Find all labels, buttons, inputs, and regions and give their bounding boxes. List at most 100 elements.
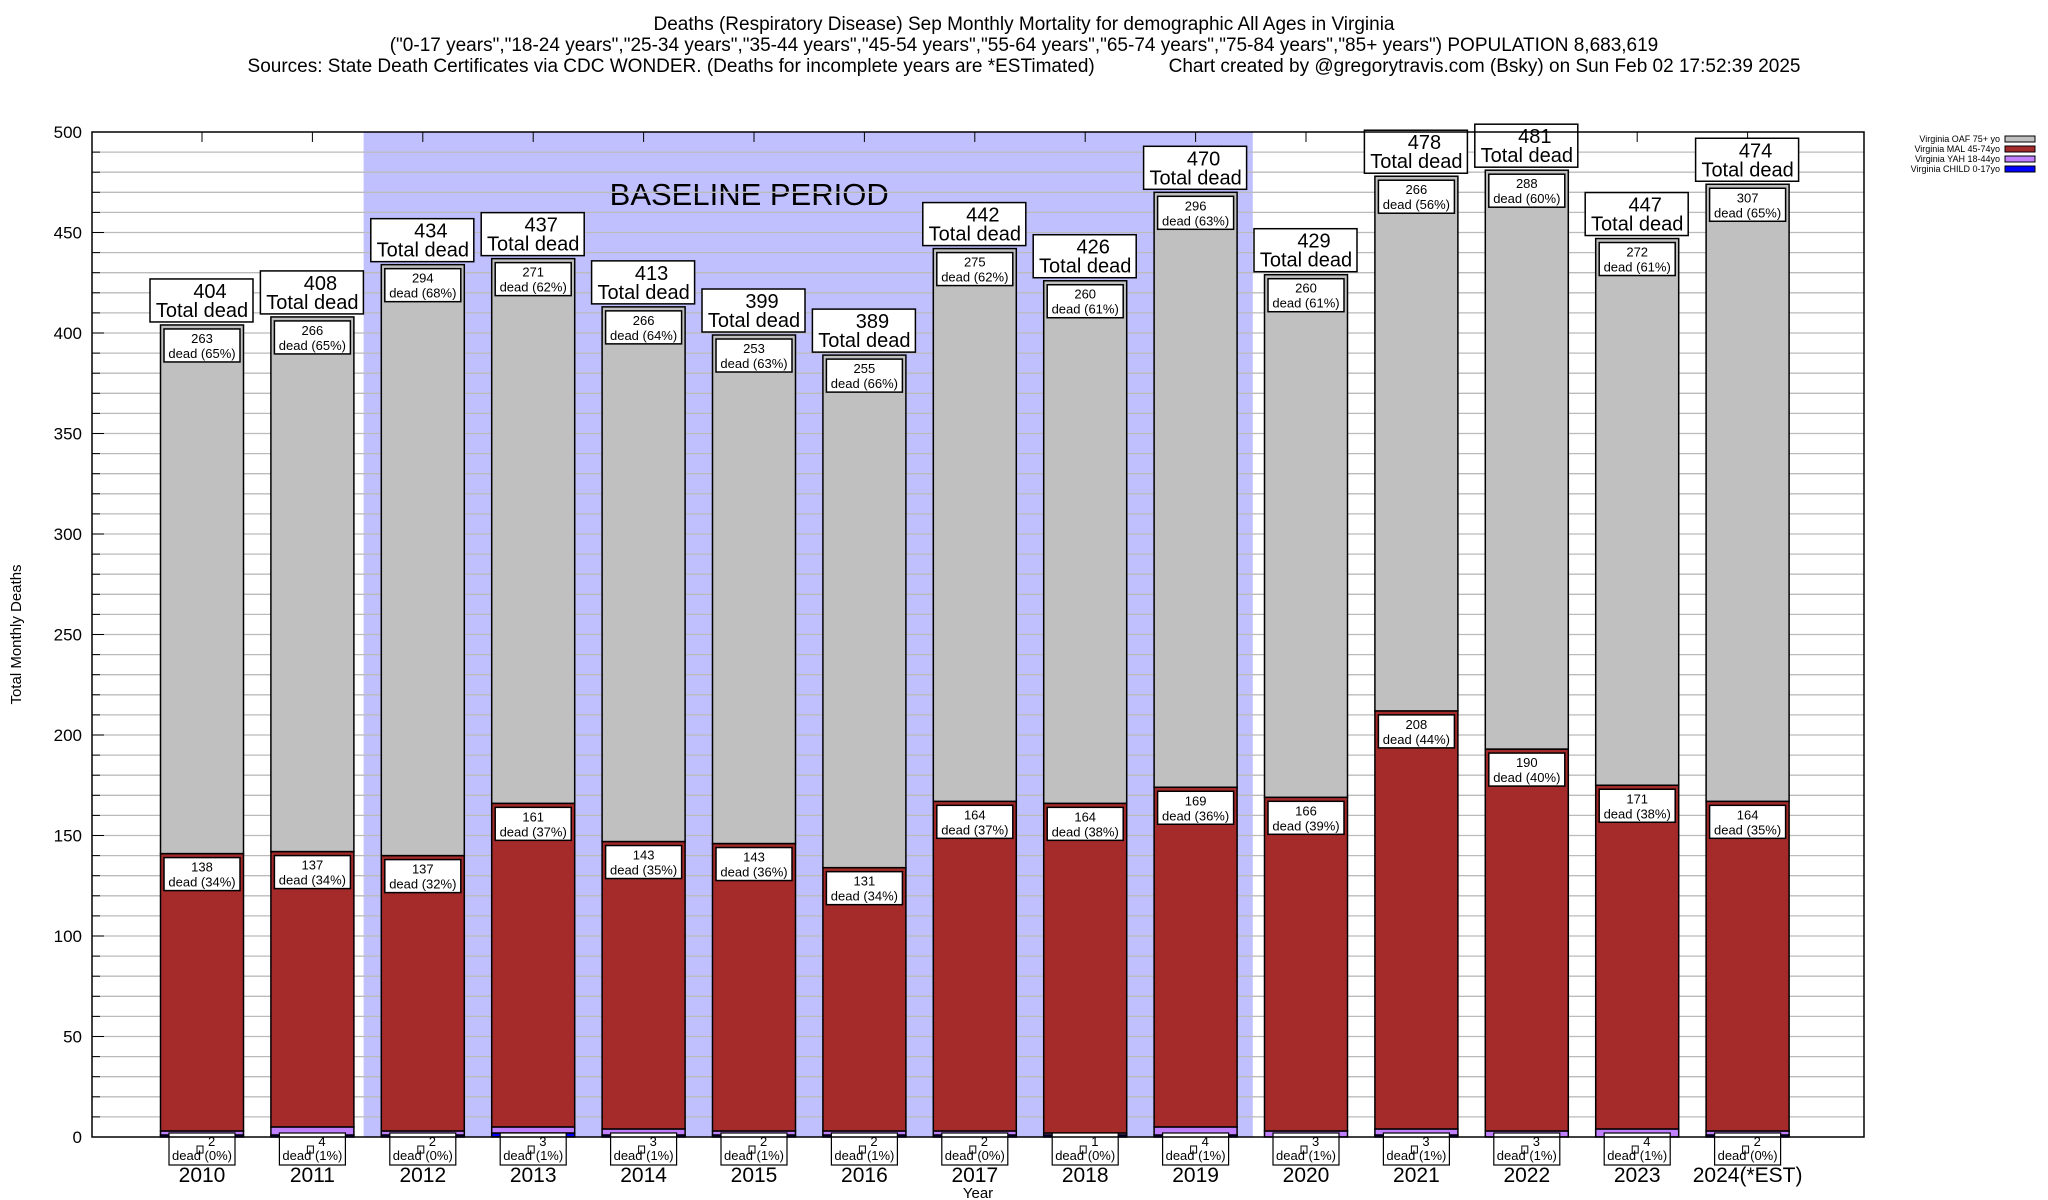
total-label-text: Total dead <box>377 240 469 262</box>
bar-segment-virginia-oaf-75-yo <box>822 354 907 869</box>
total-label-box <box>1363 129 1469 174</box>
mal-label-box <box>1488 752 1566 787</box>
yah-label-pct: dead (1%) <box>1607 1148 1667 1163</box>
x-tick-label: 2017 <box>951 1164 998 1187</box>
yah-label-marker <box>748 1145 756 1154</box>
yah-label-value: 3 <box>539 1134 546 1149</box>
oaf-label-value: 307 <box>1737 190 1759 205</box>
bar-segment-virginia-mal-45-74yo <box>270 850 355 1128</box>
mal-label-box <box>715 846 793 882</box>
x-tick-label: 2018 <box>1062 1164 1109 1187</box>
total-label-text: Total dead <box>708 310 800 332</box>
mal-label-value: 208 <box>1406 717 1428 732</box>
oaf-label-value: 260 <box>1295 281 1317 296</box>
yah-label-value: 2 <box>429 1134 436 1149</box>
total-label-box <box>811 308 917 353</box>
oaf-label-box <box>936 251 1014 287</box>
bar-segment-virginia-mal-45-74yo <box>932 800 1018 1132</box>
yah-label-marker <box>1190 1145 1198 1154</box>
total-label-box <box>701 288 806 333</box>
oaf-label-box <box>384 267 462 303</box>
yah-label-marker <box>969 1145 977 1154</box>
mal-label-box <box>163 856 241 892</box>
total-label-value: 389 <box>856 311 889 333</box>
mal-label-pct: dead (39%) <box>1272 818 1339 833</box>
total-label-box <box>1584 191 1689 237</box>
bar-segment-virginia-oaf-75-yo <box>490 257 576 805</box>
oaf-label-value: 255 <box>854 361 876 376</box>
yah-label-marker <box>858 1145 866 1154</box>
total-label-box <box>1253 227 1358 273</box>
mal-label-value: 137 <box>412 862 434 877</box>
oaf-label-box <box>825 358 904 393</box>
yah-label-marker <box>1300 1145 1308 1154</box>
bar-segment-virginia-mal-45-74yo <box>1153 786 1238 1128</box>
yah-label-pct: dead (1%) <box>834 1148 894 1163</box>
mal-label-pct: dead (34%) <box>831 889 898 904</box>
bar-segment-virginia-mal-45-74yo <box>822 866 907 1132</box>
yah-label-marker <box>306 1145 314 1154</box>
y-axis-label: Total Monthly Deaths <box>8 564 25 704</box>
x-tick-label: 2019 <box>1172 1164 1219 1187</box>
bar-segment-virginia-oaf-75-yo <box>1263 273 1349 799</box>
oaf-label-value: 266 <box>633 313 655 328</box>
x-tick-label: 2020 <box>1283 1164 1330 1187</box>
oaf-label-value: 294 <box>412 271 434 286</box>
oaf-label-pct: dead (61%) <box>1052 302 1119 317</box>
oaf-label-pct: dead (68%) <box>389 286 456 301</box>
yah-label-pct: dead (0%) <box>393 1148 453 1163</box>
bar-segment-virginia-oaf-75-yo <box>932 247 1018 803</box>
y-tick-label: 100 <box>54 927 82 946</box>
y-tick-label: 300 <box>54 525 82 544</box>
yah-label-pct: dead (1%) <box>1497 1148 1557 1163</box>
mal-label-pct: dead (38%) <box>1052 824 1119 839</box>
total-label-box <box>259 270 365 315</box>
total-label-value: 434 <box>414 221 447 243</box>
x-tick-label: 2010 <box>179 1164 226 1187</box>
oaf-label-pct: dead (63%) <box>1162 213 1229 228</box>
y-tick-label: 0 <box>73 1128 82 1147</box>
bar-segment-virginia-mal-45-74yo <box>1042 802 1128 1134</box>
mal-label-box <box>936 804 1014 840</box>
mal-label-pct: dead (37%) <box>500 824 567 839</box>
y-tick-label: 200 <box>54 726 82 745</box>
oaf-label-box <box>1046 283 1124 319</box>
oaf-label-value: 253 <box>743 341 765 356</box>
mal-label-value: 164 <box>1074 809 1096 824</box>
yah-label-pct: dead (1%) <box>282 1148 342 1163</box>
bar-segment-virginia-oaf-75-yo <box>1374 175 1459 712</box>
mal-label-pct: dead (36%) <box>720 865 787 880</box>
mal-label-pct: dead (36%) <box>1162 808 1229 823</box>
yah-label-pct: dead (1%) <box>614 1148 674 1163</box>
x-tick-label: 2016 <box>841 1164 888 1187</box>
x-tick-label: 2021 <box>1393 1164 1440 1187</box>
oaf-label-pct: dead (65%) <box>168 346 235 361</box>
total-label-value: 404 <box>193 281 226 303</box>
y-tick-label: 150 <box>54 827 82 846</box>
yah-label-pct: dead (1%) <box>1166 1148 1226 1163</box>
yah-label-value: 3 <box>1312 1134 1319 1149</box>
total-label-box <box>1142 145 1248 191</box>
oaf-label-pct: dead (56%) <box>1383 197 1450 212</box>
y-tick-label: 50 <box>63 1028 82 1047</box>
mal-label-pct: dead (34%) <box>168 875 235 890</box>
x-tick-label: 2015 <box>731 1164 778 1187</box>
chart-title: Deaths (Respiratory Disease) Sep Monthly… <box>0 14 2048 77</box>
mal-label-box <box>604 844 683 880</box>
oaf-label-pct: dead (60%) <box>1493 191 1560 206</box>
legend-label: Virginia MAL 45-74yo <box>1914 144 2000 154</box>
mal-label-pct: dead (44%) <box>1383 732 1450 747</box>
plot-frame <box>91 131 1865 1138</box>
mal-label-value: 137 <box>302 858 324 873</box>
y-tick-label: 250 <box>54 626 82 645</box>
yah-label-value: 3 <box>1422 1134 1429 1149</box>
total-label-text: Total dead <box>1591 214 1683 236</box>
total-label-value: 399 <box>745 291 778 313</box>
oaf-label-box <box>163 328 241 363</box>
oaf-label-value: 271 <box>522 265 544 280</box>
legend-swatch <box>2004 145 2036 153</box>
total-label-value: 478 <box>1408 132 1441 154</box>
oaf-label-value: 260 <box>1074 287 1096 302</box>
oaf-label-value: 263 <box>191 331 213 346</box>
oaf-label-box <box>494 261 572 297</box>
